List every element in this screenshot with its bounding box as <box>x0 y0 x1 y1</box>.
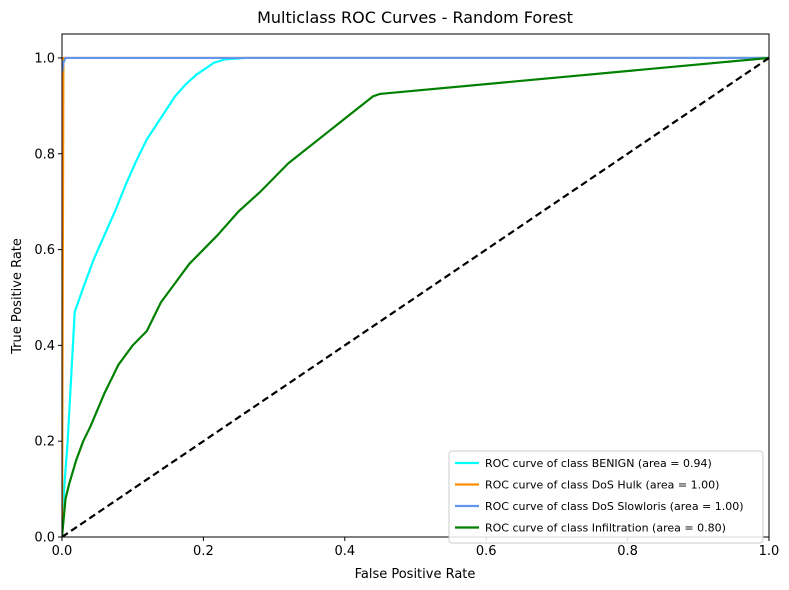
legend-entry-label: ROC curve of class DoS Hulk (area = 1.00… <box>485 479 719 492</box>
y-axis-label: True Positive Rate <box>10 238 25 355</box>
roc-series-line <box>62 56 769 537</box>
roc-series-line <box>62 56 769 537</box>
x-tick-label: 1.0 <box>759 544 780 559</box>
y-tick-label: 1.0 <box>34 51 55 66</box>
y-tick-label: 0.0 <box>34 531 55 546</box>
y-tick-label: 0.6 <box>34 243 55 258</box>
plot-area: 0.0 0.2 0.4 0.6 0.8 1.0 0.0 0.2 0.4 0.6 0.8 1.0 <box>34 33 780 559</box>
axes-frame <box>61 33 770 538</box>
x-tick-label: 0.2 <box>193 544 214 559</box>
x-axis-label: False Positive Rate <box>355 567 476 582</box>
y-tick-label: 0.8 <box>34 147 55 162</box>
y-tick-label: 0.2 <box>34 435 55 450</box>
x-tick-label: 0.8 <box>617 544 638 559</box>
legend: ROC curve of class BENIGN (area = 0.94) R… <box>448 450 764 544</box>
x-tick-label: 0.0 <box>52 544 73 559</box>
chart-title: Multiclass ROC Curves - Random Forest <box>257 8 573 27</box>
x-tick-label: 0.6 <box>476 544 497 559</box>
legend-box <box>448 450 764 544</box>
y-tick-label: 0.4 <box>34 339 55 354</box>
legend-entry-label: ROC curve of class DoS Slowloris (area =… <box>485 500 744 513</box>
legend-entry-label: ROC curve of class BENIGN (area = 0.94) <box>485 457 712 470</box>
legend-entry-label: ROC curve of class Infiltration (area = … <box>485 522 726 535</box>
roc-series-line <box>62 56 769 73</box>
x-tick-label: 0.4 <box>334 544 355 559</box>
